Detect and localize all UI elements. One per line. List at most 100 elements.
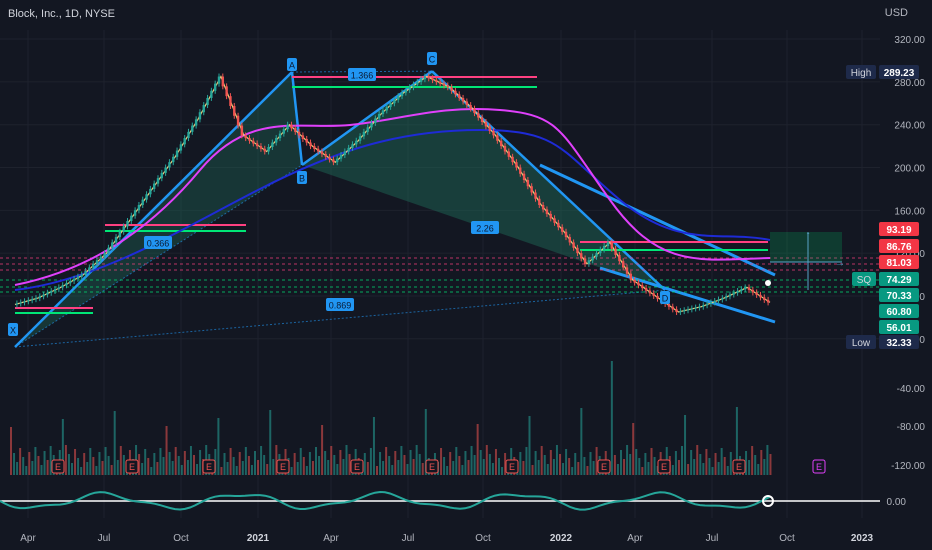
candle-body: [431, 78, 434, 81]
volume-bar: [379, 452, 382, 475]
volume-bar: [165, 426, 168, 475]
candle-body: [614, 248, 617, 255]
volume-bar: [552, 459, 555, 475]
volume-bar: [366, 462, 369, 475]
oscillator-line: [0, 490, 771, 511]
volume-bar: [376, 466, 378, 475]
volume-bar: [217, 418, 220, 475]
volume-bar: [613, 455, 616, 475]
candle-body: [374, 118, 377, 123]
earnings-marker: [732, 459, 746, 474]
price-label-value: 32.33: [886, 338, 911, 349]
volume-bar: [717, 462, 720, 475]
volume-bar: [394, 451, 397, 475]
candle-body: [621, 261, 625, 268]
volume-bar: [705, 449, 708, 475]
candle-body: [240, 125, 244, 136]
volume-bar: [574, 453, 577, 475]
volume-bar: [257, 460, 260, 475]
candle-body: [599, 249, 602, 254]
x-tick-label: Oct: [475, 533, 491, 544]
volume-bar: [677, 460, 680, 475]
volume-bar: [193, 455, 195, 475]
pattern-point-label: C: [429, 55, 436, 65]
pattern-point-badge: [660, 291, 670, 304]
price-label-box: [879, 239, 919, 253]
volume-bar: [458, 456, 461, 475]
earnings-marker: [425, 459, 439, 474]
price-label-name: High: [851, 68, 872, 79]
volume-bar: [141, 463, 144, 475]
earnings-marker: [276, 459, 290, 474]
pattern-point-label: B: [299, 174, 305, 184]
volume-bar: [296, 462, 299, 475]
volume-bar: [534, 451, 537, 475]
x-tick-label: Apr: [627, 533, 643, 544]
volume-bar: [342, 459, 345, 475]
price-label-value: 74.29: [886, 275, 911, 286]
volume-bar: [266, 464, 269, 475]
candle-body: [53, 289, 57, 291]
volume-bar: [583, 457, 586, 475]
volume-bar: [40, 465, 43, 475]
candle-body: [27, 300, 30, 302]
y-tick-label: 200.00: [894, 164, 925, 175]
candle-body: [641, 285, 644, 288]
candle-body: [625, 267, 629, 274]
volume-bar: [690, 450, 693, 475]
candle-body: [34, 298, 38, 300]
volume-bar: [43, 451, 46, 475]
candle-body: [755, 292, 758, 295]
candle-body: [19, 302, 22, 304]
volume-bar: [720, 448, 723, 475]
candle-body: [683, 310, 686, 312]
volume-bar: [363, 453, 366, 475]
candle-body: [198, 112, 202, 120]
volume-bar: [644, 453, 647, 475]
volume-bar: [635, 449, 638, 475]
volume-bar: [763, 459, 766, 475]
candle-body: [480, 117, 484, 123]
volume-bar: [562, 463, 565, 475]
candle-body: [42, 294, 45, 297]
volume-bar: [333, 455, 336, 475]
volume-bar: [681, 446, 683, 475]
candle-body: [709, 302, 713, 304]
volume-bar: [446, 466, 449, 475]
volume-tick-label: -80.00: [897, 422, 926, 433]
volume-bar: [122, 455, 125, 475]
candle-body: [381, 110, 385, 114]
volume-bar: [498, 458, 500, 475]
candle-body: [587, 260, 591, 264]
candle-body: [389, 103, 392, 107]
candle-body: [297, 131, 301, 136]
candle-body: [130, 215, 133, 222]
volume-bar: [406, 464, 409, 475]
volume-bar: [168, 452, 171, 475]
candle-body: [469, 105, 472, 109]
candle-body: [65, 283, 68, 286]
volume-bar: [760, 450, 763, 475]
volume-bar: [92, 457, 95, 475]
volume-bar: [751, 446, 754, 475]
volume-bar: [147, 458, 150, 475]
candle-body: [149, 188, 152, 195]
volume-bar: [421, 463, 424, 475]
volume-bar: [412, 459, 415, 475]
candle-body: [84, 270, 87, 275]
price-label-box: [879, 255, 919, 269]
volume-bar: [345, 445, 348, 475]
volume-bar: [302, 457, 305, 475]
volume-bar: [37, 456, 40, 475]
volume-bar: [418, 454, 421, 475]
candle-body: [740, 289, 743, 291]
earnings-marker: [505, 459, 519, 474]
volume-bar: [272, 459, 275, 475]
candle-body: [282, 129, 286, 134]
volume-bar: [525, 447, 528, 475]
volume-bar: [138, 454, 141, 475]
candle-body: [252, 140, 255, 144]
earnings-marker-label: E: [280, 462, 286, 472]
candle-body: [435, 80, 438, 82]
x-tick-label: Jul: [706, 533, 719, 544]
